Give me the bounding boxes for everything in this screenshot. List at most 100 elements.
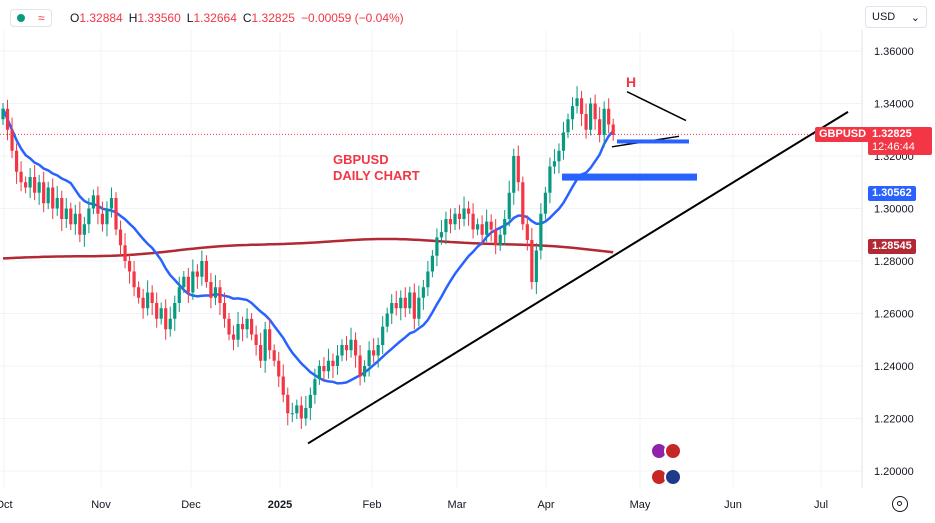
candle-body (51, 187, 55, 209)
ma200-price-tag: 1.28545 (868, 239, 916, 254)
ohlc-readout: O1.32884 H1.33560 L1.32664 C1.32825 −0.0… (70, 11, 404, 25)
candle-body (575, 98, 579, 107)
candle-body (173, 303, 177, 319)
candle-body (349, 339, 353, 351)
x-tick-label: May (630, 499, 651, 511)
chart-annotation-line1: GBPUSD (333, 152, 389, 167)
candle-body (543, 192, 547, 214)
candle-body (60, 198, 64, 219)
candle-body (191, 271, 195, 293)
chart-annotation-line2: DAILY CHART (333, 168, 420, 183)
candle-body (358, 355, 362, 377)
x-tick-label: Oct (0, 499, 13, 511)
candle-body (69, 208, 73, 225)
candle-body (385, 313, 389, 327)
currency-select[interactable]: USD ⌄ (865, 6, 927, 28)
ma200-line (2, 237, 614, 260)
candle-body (367, 350, 371, 366)
candle-body (331, 360, 335, 366)
candle-body (412, 292, 416, 319)
x-tick-label: Jun (724, 499, 742, 511)
candle-body (87, 208, 91, 225)
candle-body (109, 198, 114, 209)
y-tick-label: 1.30000 (874, 204, 914, 216)
candle-body (10, 129, 14, 151)
candle-body (498, 234, 502, 246)
candle-body (42, 182, 46, 204)
symbol-toolbar: ≈ O1.32884 H1.33560 L1.32664 C1.32825 −0… (10, 8, 404, 28)
candle-body (417, 297, 421, 319)
candle-body (421, 287, 425, 298)
candle-body (408, 292, 412, 309)
uk-flag-icon[interactable] (664, 442, 682, 460)
candle-body (372, 350, 376, 356)
y-tick-label: 1.26000 (874, 309, 914, 321)
trend-drawings (307, 91, 849, 445)
y-tick-label: 1.34000 (874, 99, 914, 111)
us-flag-icon[interactable] (664, 468, 682, 486)
x-tick-label: Mar (448, 499, 467, 511)
candle-body (430, 255, 434, 272)
candle-body (539, 213, 543, 251)
candle-body (435, 237, 439, 256)
status-pill[interactable]: ≈ (10, 9, 52, 27)
candle-body (593, 103, 597, 120)
candle-body (453, 213, 457, 225)
x-tick-label: Nov (91, 499, 111, 511)
candle-body (55, 198, 59, 209)
symbol-price-tag: GBPUSD (815, 127, 871, 142)
candle-body (462, 208, 466, 219)
candles (1, 86, 615, 429)
candle-body (521, 182, 525, 225)
candle-body (100, 213, 105, 225)
candle-body (512, 156, 516, 193)
candle-body (485, 221, 489, 235)
candle-body (123, 245, 127, 261)
candle-body (272, 350, 276, 361)
candle-body (335, 355, 340, 366)
candle-body (259, 345, 263, 361)
candle-body (159, 308, 163, 319)
market-status-icon (17, 14, 26, 22)
candle-body (448, 219, 453, 225)
candle-body (209, 282, 213, 298)
candle-body (299, 405, 303, 419)
candle-body (403, 297, 407, 309)
candle-body (476, 224, 480, 230)
candle-body (340, 345, 344, 356)
candle-body (33, 177, 37, 193)
candle-body (281, 376, 285, 395)
currency-label: USD (872, 11, 896, 23)
candle-body (146, 292, 150, 309)
waves-icon: ≈ (38, 11, 45, 25)
candle-body (96, 195, 100, 214)
y-tick-label: 1.36000 (874, 46, 914, 58)
candle-body (326, 360, 331, 372)
x-tick-label: Jul (814, 499, 828, 511)
candle-body (46, 187, 50, 204)
settings-gear-icon[interactable] (892, 496, 908, 512)
candle-body (598, 119, 602, 135)
candle-body (607, 108, 611, 125)
candle-body (114, 198, 118, 230)
x-tick-label: 2025 (268, 499, 292, 511)
candle-body (186, 276, 190, 293)
ma50-path (1, 108, 615, 385)
y-tick-label: 1.28000 (874, 256, 914, 268)
candle-body (530, 240, 534, 282)
low-value: L1.32664 (186, 11, 237, 25)
candle-body (64, 208, 68, 219)
y-tick-label: 1.24000 (874, 361, 914, 373)
candle-body (73, 213, 77, 225)
candle-body (155, 303, 159, 319)
triangle-upper-line (626, 91, 687, 122)
candle-body (584, 114, 588, 130)
candle-body (394, 303, 398, 309)
candle-body (118, 229, 123, 246)
candle-body (150, 292, 154, 303)
candle-body (177, 287, 181, 303)
candle-body (611, 124, 615, 135)
candle-body (480, 224, 484, 235)
candle-body (322, 366, 326, 372)
